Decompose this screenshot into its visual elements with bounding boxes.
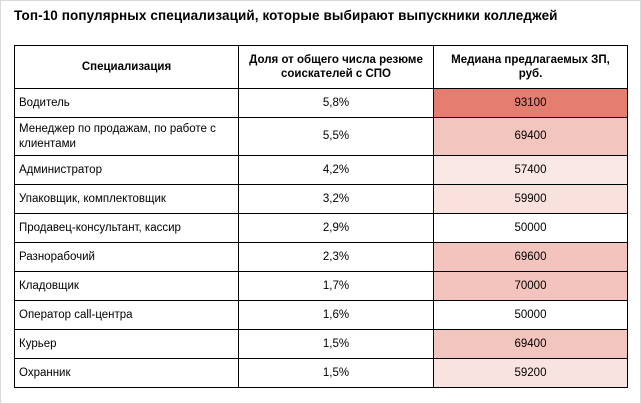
specialization-cell: Курьер — [14, 329, 239, 359]
share-cell: 4,2% — [238, 155, 434, 185]
salary-cell: 57400 — [433, 155, 628, 185]
table-row: Упаковщик, комплектовщик 3,2% 59900 — [14, 184, 628, 214]
table-row: Разнорабочий 2,3% 69600 — [14, 242, 628, 272]
column-header-specialization: Специализация — [14, 45, 239, 89]
table-row: Водитель 5,8% 93100 — [14, 88, 628, 118]
table-row: Оператор call-центра 1,6% 50000 — [14, 300, 628, 330]
specialization-cell: Продавец-консультант, кассир — [14, 213, 239, 243]
specialization-cell: Охранник — [14, 358, 239, 388]
specialization-cell: Администратор — [14, 155, 239, 185]
share-cell: 2,3% — [238, 242, 434, 272]
table-row: Продавец-консультант, кассир 2,9% 50000 — [14, 213, 628, 243]
salary-cell: 69400 — [433, 117, 628, 156]
share-cell: 2,9% — [238, 213, 434, 243]
share-cell: 5,5% — [238, 117, 434, 156]
salary-cell: 69600 — [433, 242, 628, 272]
share-cell: 1,6% — [238, 300, 434, 330]
specialization-cell: Водитель — [14, 88, 239, 118]
table-row: Кладовщик 1,7% 70000 — [14, 271, 628, 301]
share-cell: 1,5% — [238, 358, 434, 388]
specialization-cell: Оператор call-центра — [14, 300, 239, 330]
salary-cell: 93100 — [433, 88, 628, 118]
specialization-cell: Кладовщик — [14, 271, 239, 301]
column-header-share: Доля от общего числа резюме соискателей … — [238, 45, 434, 89]
table-row: Администратор 4,2% 57400 — [14, 155, 628, 185]
share-cell: 1,7% — [238, 271, 434, 301]
specializations-table: Специализация Доля от общего числа резюм… — [14, 45, 628, 388]
share-cell: 1,5% — [238, 329, 434, 359]
salary-cell: 70000 — [433, 271, 628, 301]
table-row: Охранник 1,5% 59200 — [14, 358, 628, 388]
specialization-cell: Упаковщик, комплектовщик — [14, 184, 239, 214]
table-row: Менеджер по продажам, по работе с клиент… — [14, 117, 628, 156]
share-cell: 3,2% — [238, 184, 434, 214]
salary-cell: 69400 — [433, 329, 628, 359]
table-header-row: Специализация Доля от общего числа резюм… — [14, 45, 628, 89]
salary-cell: 59200 — [433, 358, 628, 388]
share-cell: 5,8% — [238, 88, 434, 118]
column-header-median-salary: Медиана предлагаемых ЗП, руб. — [433, 45, 628, 89]
salary-cell: 59900 — [433, 184, 628, 214]
salary-cell: 50000 — [433, 300, 628, 330]
specialization-cell: Менеджер по продажам, по работе с клиент… — [14, 117, 239, 156]
salary-cell: 50000 — [433, 213, 628, 243]
specialization-cell: Разнорабочий — [14, 242, 239, 272]
table-row: Курьер 1,5% 69400 — [14, 329, 628, 359]
page-title: Топ-10 популярных специализаций, которые… — [14, 8, 558, 23]
